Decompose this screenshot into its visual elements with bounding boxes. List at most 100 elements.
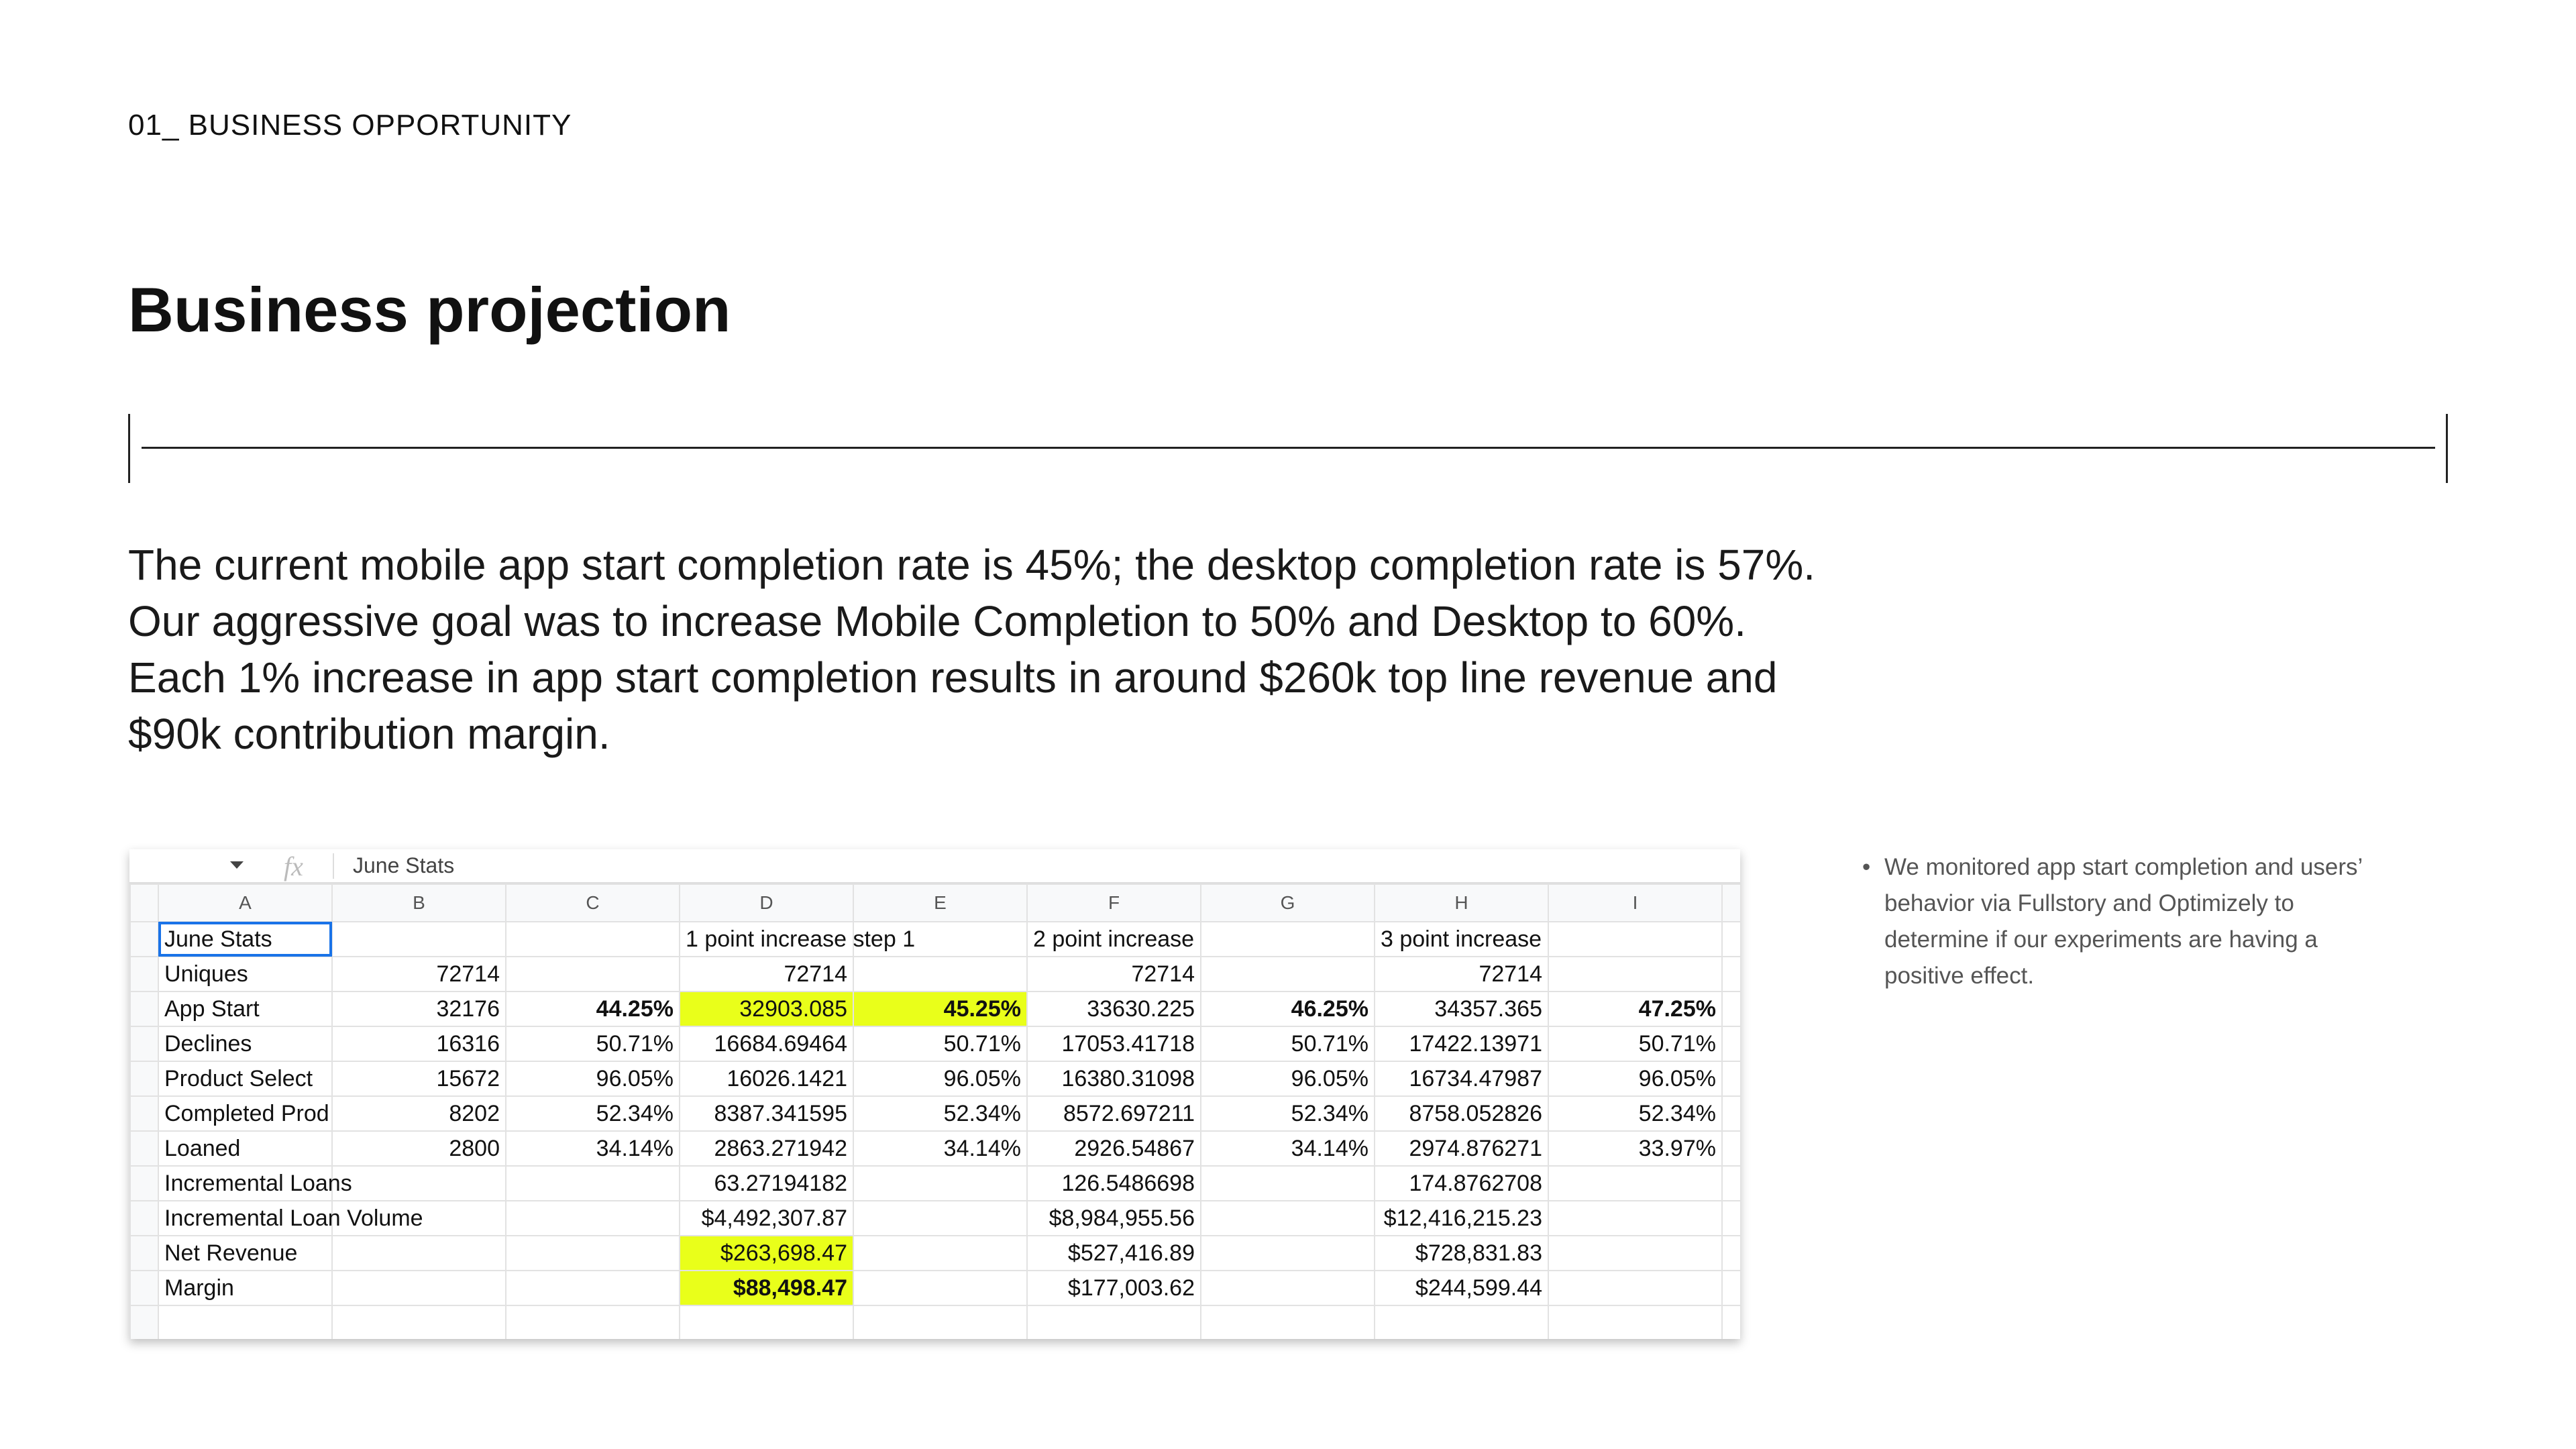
cell[interactable]: 33630.225	[1026, 991, 1201, 1027]
cell[interactable]: Incremental Loan Volume	[158, 1200, 423, 1236]
cell[interactable]: $244,599.44	[1374, 1270, 1549, 1306]
cell[interactable]: 72714	[679, 956, 854, 992]
cell[interactable]: 174.8762708	[1374, 1165, 1549, 1201]
cell[interactable]: $527,416.89	[1026, 1235, 1201, 1271]
column-header[interactable]: B	[331, 883, 506, 922]
cell[interactable]: 16316	[331, 1026, 506, 1062]
cell[interactable]: 52.34%	[1548, 1095, 1723, 1132]
column-header[interactable]: I	[1548, 883, 1723, 922]
column-header[interactable]: C	[505, 883, 680, 922]
cell[interactable]: Margin	[158, 1270, 333, 1306]
cell[interactable]	[505, 956, 680, 992]
cell[interactable]	[1200, 1165, 1375, 1201]
column-header[interactable]: A	[158, 883, 333, 922]
cell[interactable]: $263,698.47	[679, 1235, 854, 1271]
cell[interactable]: 34.14%	[505, 1130, 680, 1167]
cell[interactable]: 50.71%	[505, 1026, 680, 1062]
cell[interactable]	[1548, 921, 1723, 957]
cell[interactable]: 8202	[331, 1095, 506, 1132]
cell[interactable]: 1 point increase step 1	[679, 921, 915, 957]
cell[interactable]	[1548, 1235, 1723, 1271]
cell[interactable]: 8572.697211	[1026, 1095, 1201, 1132]
cell[interactable]: 63.27194182	[679, 1165, 854, 1201]
cell[interactable]: 52.34%	[853, 1095, 1028, 1132]
cell[interactable]: 72714	[1026, 956, 1201, 992]
cell[interactable]: 3 point increase	[1374, 921, 1549, 957]
cell[interactable]: 32903.085	[679, 991, 854, 1027]
cell[interactable]	[1548, 1200, 1723, 1236]
cell[interactable]: $88,498.47	[679, 1270, 854, 1306]
cell[interactable]: 8387.341595	[679, 1095, 854, 1132]
cell[interactable]	[1200, 956, 1375, 992]
cell[interactable]: Product Select	[158, 1061, 333, 1097]
cell[interactable]: 8758.052826	[1374, 1095, 1549, 1132]
cell[interactable]: $177,003.62	[1026, 1270, 1201, 1306]
cell[interactable]	[331, 921, 506, 957]
cell[interactable]	[853, 956, 1028, 992]
cell[interactable]	[505, 921, 680, 957]
cell[interactable]	[505, 1200, 680, 1236]
formula-value[interactable]: June Stats	[353, 853, 455, 877]
cell[interactable]: 2926.54867	[1026, 1130, 1201, 1167]
cell[interactable]	[1548, 956, 1723, 992]
cell[interactable]	[1548, 1270, 1723, 1306]
cell[interactable]: 47.25%	[1548, 991, 1723, 1027]
cell[interactable]: 96.05%	[505, 1061, 680, 1097]
cell[interactable]	[1200, 1235, 1375, 1271]
cell[interactable]: 16684.69464	[679, 1026, 854, 1062]
cell[interactable]: Uniques	[158, 956, 333, 992]
cell[interactable]: Net Revenue	[158, 1235, 333, 1271]
cell[interactable]	[1200, 1200, 1375, 1236]
cell[interactable]	[331, 1270, 506, 1306]
cell[interactable]: 16734.47987	[1374, 1061, 1549, 1097]
cell[interactable]: $4,492,307.87	[679, 1200, 854, 1236]
cell[interactable]: 96.05%	[853, 1061, 1028, 1097]
column-header[interactable]: D	[679, 883, 854, 922]
cell[interactable]: 52.34%	[1200, 1095, 1375, 1132]
cell[interactable]: 32176	[331, 991, 506, 1027]
dropdown-caret[interactable]	[230, 861, 244, 869]
cell[interactable]	[505, 1235, 680, 1271]
cell[interactable]: 46.25%	[1200, 991, 1375, 1027]
cell[interactable]: 16026.1421	[679, 1061, 854, 1097]
cell[interactable]	[505, 1270, 680, 1306]
cell[interactable]: 72714	[1374, 956, 1549, 992]
cell[interactable]: $728,831.83	[1374, 1235, 1549, 1271]
cell[interactable]: Incremental Loans	[158, 1165, 352, 1201]
cell[interactable]: 44.25%	[505, 991, 680, 1027]
cell[interactable]: App Start	[158, 991, 333, 1027]
cell[interactable]: 34.14%	[853, 1130, 1028, 1167]
cell[interactable]: 72714	[331, 956, 506, 992]
cell[interactable]	[505, 1165, 680, 1201]
cell[interactable]	[853, 1200, 1028, 1236]
column-header[interactable]: H	[1374, 883, 1549, 922]
cell[interactable]: 52.34%	[505, 1095, 680, 1132]
cell[interactable]	[1548, 1165, 1723, 1201]
cell[interactable]: 2974.876271	[1374, 1130, 1549, 1167]
column-header[interactable]: E	[853, 883, 1028, 922]
cell[interactable]: 96.05%	[1200, 1061, 1375, 1097]
cell[interactable]: 34.14%	[1200, 1130, 1375, 1167]
cell[interactable]: 126.5486698	[1026, 1165, 1201, 1201]
cell[interactable]: 15672	[331, 1061, 506, 1097]
cell[interactable]: 16380.31098	[1026, 1061, 1201, 1097]
cell[interactable]	[331, 1235, 506, 1271]
column-header[interactable]: G	[1200, 883, 1375, 922]
cell[interactable]: June Stats	[158, 921, 333, 957]
cell[interactable]: 17053.41718	[1026, 1026, 1201, 1062]
cell[interactable]: 17422.13971	[1374, 1026, 1549, 1062]
cell[interactable]: $8,984,955.56	[1026, 1200, 1201, 1236]
cell[interactable]	[331, 1200, 506, 1236]
cell[interactable]: 50.71%	[853, 1026, 1028, 1062]
cell[interactable]: 45.25%	[853, 991, 1028, 1027]
cell[interactable]	[853, 1270, 1028, 1306]
cell[interactable]	[853, 1235, 1028, 1271]
column-header[interactable]: F	[1026, 883, 1201, 922]
cell[interactable]: Loaned	[158, 1130, 333, 1167]
cell[interactable]	[853, 921, 1028, 957]
cell[interactable]: Declines	[158, 1026, 333, 1062]
cell[interactable]	[1200, 1270, 1375, 1306]
cell[interactable]: 50.71%	[1200, 1026, 1375, 1062]
cell[interactable]: 50.71%	[1548, 1026, 1723, 1062]
cell[interactable]: $12,416,215.23	[1374, 1200, 1549, 1236]
